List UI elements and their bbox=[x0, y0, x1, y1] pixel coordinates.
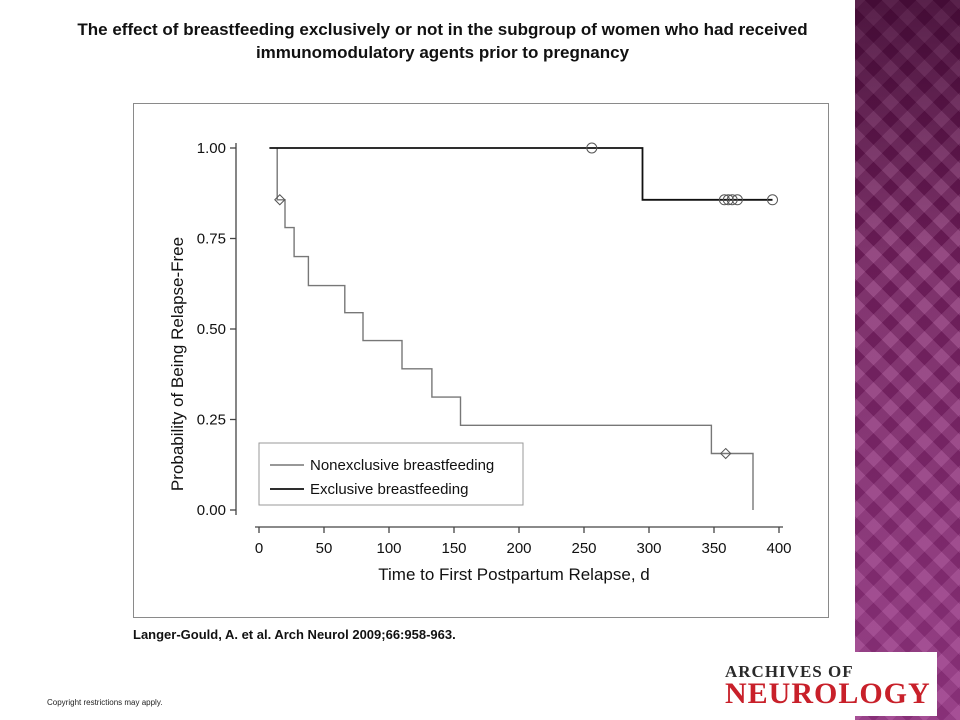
logo-text-top: ARCHIVES OF bbox=[725, 662, 854, 681]
x-tick-label: 400 bbox=[766, 540, 791, 557]
chart-frame: 0.00 0.25 0.50 0.75 1.00 0 50 100 150 200 250 300 35… bbox=[133, 103, 829, 618]
legend-label: Exclusive breastfeeding bbox=[310, 481, 468, 498]
censor-marker-circle bbox=[586, 142, 598, 154]
y-tick-label: 1.00 bbox=[197, 140, 226, 157]
slide-title: The effect of breastfeeding exclusively … bbox=[77, 20, 808, 62]
y-tick-label: 0.00 bbox=[197, 502, 226, 519]
decorative-side-panel bbox=[855, 0, 960, 720]
legend-box bbox=[258, 442, 524, 506]
x-tick-label: 250 bbox=[571, 540, 596, 557]
x-tick-label: 350 bbox=[701, 540, 726, 557]
x-tick-label: 0 bbox=[255, 540, 263, 557]
km-chart: 0.00 0.25 0.50 0.75 1.00 0 50 100 150 200 250 300 35… bbox=[168, 140, 792, 584]
x-axis-label: Time to First Postpartum Relapse, d bbox=[378, 565, 649, 584]
journal-logo: ARCHIVES OF NEUROLOGY bbox=[715, 652, 937, 716]
censor-marker-circle bbox=[726, 194, 738, 206]
x-tick-label: 50 bbox=[316, 540, 333, 557]
censor-marker-circle bbox=[731, 194, 743, 206]
censor-marker-circle bbox=[718, 194, 730, 206]
copyright-notice: Copyright restrictions may apply. bbox=[47, 698, 163, 707]
citation: Langer-Gould, A. et al. Arch Neurol 2009… bbox=[133, 627, 456, 642]
plot-area bbox=[269, 142, 778, 510]
y-tick-label: 0.50 bbox=[197, 321, 226, 338]
censor-marker-circle bbox=[722, 194, 734, 206]
series-line-nonexclusive bbox=[276, 148, 754, 510]
x-tick-label: 300 bbox=[636, 540, 661, 557]
x-tick-label: 200 bbox=[506, 540, 531, 557]
y-tick-label: 0.75 bbox=[197, 231, 226, 248]
censor-marker-diamond bbox=[719, 447, 732, 460]
axes: 0.00 0.25 0.50 0.75 1.00 0 50 100 150 200 250 300 35… bbox=[197, 140, 792, 557]
x-tick-label: 100 bbox=[376, 540, 401, 557]
censor-marker-circle bbox=[767, 194, 778, 206]
logo-text-bottom: NEUROLOGY bbox=[725, 677, 931, 710]
series-line-exclusive bbox=[269, 147, 773, 201]
y-tick-label: 0.25 bbox=[197, 412, 226, 429]
x-tick-label: 150 bbox=[441, 540, 466, 557]
censor-marker-diamond bbox=[274, 194, 286, 206]
legend-label: Nonexclusive breastfeeding bbox=[310, 457, 494, 474]
y-axis-label: Probability of Being Relapse-Free bbox=[168, 237, 187, 491]
legend: Nonexclusive breastfeeding Exclusive brea… bbox=[258, 442, 524, 506]
